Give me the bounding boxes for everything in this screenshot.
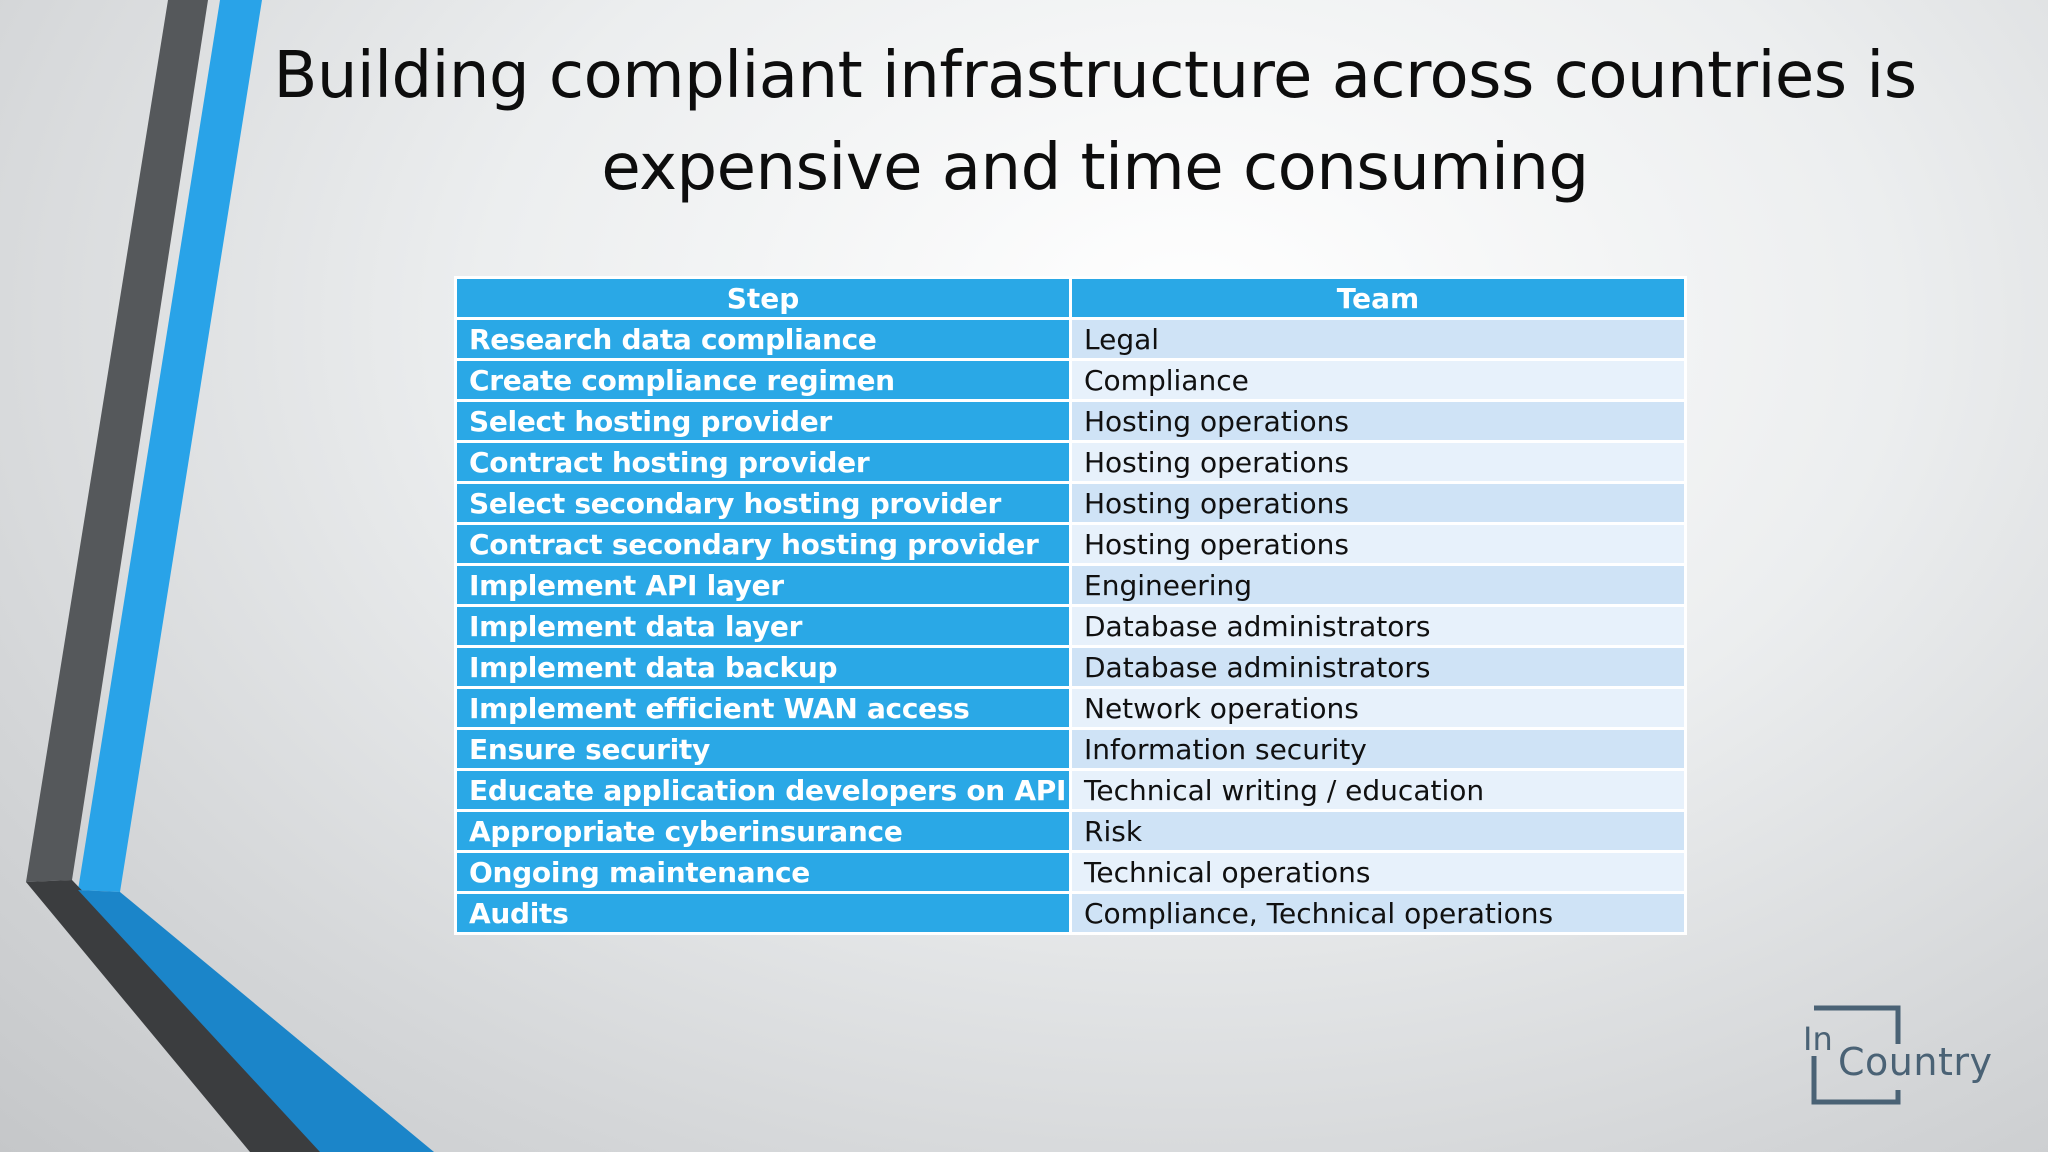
column-header-step: Step: [454, 276, 1072, 320]
step-cell: Audits: [454, 891, 1072, 935]
table-row: Ongoing maintenance Technical operations: [454, 850, 1687, 894]
team-cell: Hosting operations: [1069, 399, 1687, 443]
step-cell: Implement data backup: [454, 645, 1072, 689]
team-cell: Compliance: [1069, 358, 1687, 402]
step-cell: Educate application developers on API: [454, 768, 1072, 812]
table-row: Audits Compliance, Technical operations: [454, 891, 1687, 935]
team-cell: Compliance, Technical operations: [1069, 891, 1687, 935]
dark-stripe-upper: [26, 0, 208, 882]
dark-stripe-lower: [26, 880, 332, 1152]
table-row: Implement efficient WAN access Network o…: [454, 686, 1687, 730]
step-cell: Ensure security: [454, 727, 1072, 771]
blue-stripe-upper: [78, 0, 262, 892]
step-cell: Ongoing maintenance: [454, 850, 1072, 894]
slide-title: Building compliant infrastructure across…: [273, 39, 1917, 205]
table-header-row: Step Team: [454, 276, 1687, 320]
team-cell: Hosting operations: [1069, 440, 1687, 484]
table-row: Select hosting provider Hosting operatio…: [454, 399, 1687, 443]
logo-name-text: Country: [1838, 1040, 1993, 1084]
step-cell: Research data compliance: [454, 317, 1072, 361]
logo-bracket-icon: [1811, 1005, 1901, 1105]
table-row: Implement API layer Engineering: [454, 563, 1687, 607]
table-row: Implement data layer Database administra…: [454, 604, 1687, 648]
table-row: Select secondary hosting provider Hostin…: [454, 481, 1687, 525]
step-cell: Create compliance regimen: [454, 358, 1072, 402]
step-cell: Appropriate cyberinsurance: [454, 809, 1072, 853]
column-header-team: Team: [1069, 276, 1687, 320]
table-row: Research data compliance Legal: [454, 317, 1687, 361]
table-row: Contract secondary hosting provider Host…: [454, 522, 1687, 566]
team-cell: Database administrators: [1069, 645, 1687, 689]
team-cell: Legal: [1069, 317, 1687, 361]
step-cell: Implement API layer: [454, 563, 1072, 607]
team-cell: Hosting operations: [1069, 481, 1687, 525]
step-cell: Select secondary hosting provider: [454, 481, 1072, 525]
step-cell: Contract hosting provider: [454, 440, 1072, 484]
step-cell: Select hosting provider: [454, 399, 1072, 443]
steps-table: Step Team Research data compliance Legal…: [454, 276, 1687, 935]
team-cell: Risk: [1069, 809, 1687, 853]
team-cell: Hosting operations: [1069, 522, 1687, 566]
step-cell: Implement efficient WAN access: [454, 686, 1072, 730]
team-cell: Technical operations: [1069, 850, 1687, 894]
team-cell: Information security: [1069, 727, 1687, 771]
table-row: Educate application developers on API Te…: [454, 768, 1687, 812]
table-row: Create compliance regimen Compliance: [454, 358, 1687, 402]
logo-prefix-text: In: [1803, 1020, 1833, 1058]
table-row: Ensure security Information security: [454, 727, 1687, 771]
team-cell: Network operations: [1069, 686, 1687, 730]
team-cell: Technical writing / education: [1069, 768, 1687, 812]
team-cell: Database administrators: [1069, 604, 1687, 648]
team-cell: Engineering: [1069, 563, 1687, 607]
incountry-logo: In Country: [1800, 1004, 1993, 1106]
blue-stripe-lower: [78, 890, 434, 1152]
step-cell: Implement data layer: [454, 604, 1072, 648]
table-row: Appropriate cyberinsurance Risk: [454, 809, 1687, 853]
table-row: Implement data backup Database administr…: [454, 645, 1687, 689]
step-cell: Contract secondary hosting provider: [454, 522, 1072, 566]
steps-table-container: Step Team Research data compliance Legal…: [454, 276, 1687, 935]
table-row: Contract hosting provider Hosting operat…: [454, 440, 1687, 484]
